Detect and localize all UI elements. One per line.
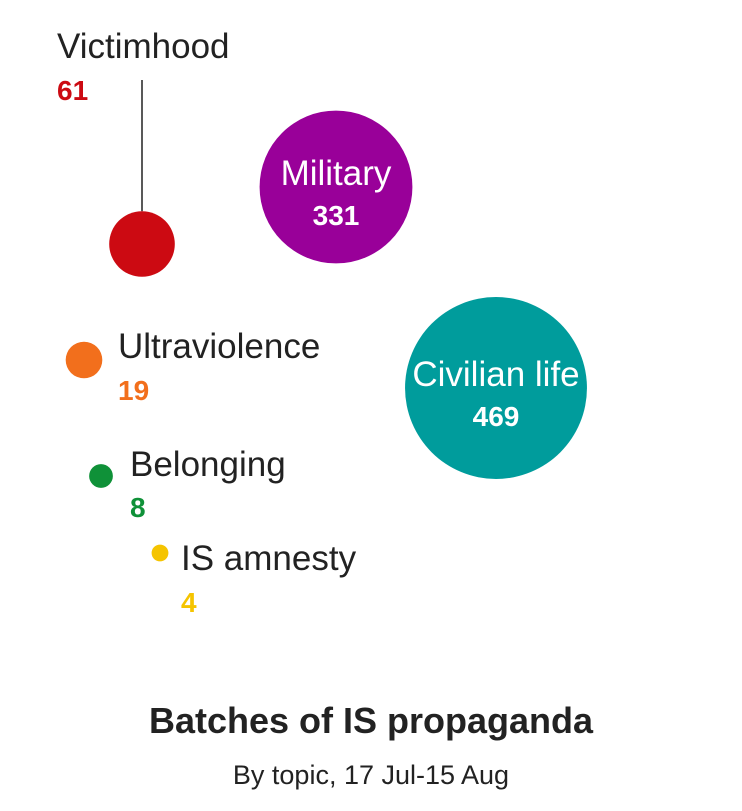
bubble-is-amnesty [151,544,169,562]
bubble-victimhood [109,211,175,277]
bubble-label-civilian-life: Civilian life [412,355,579,394]
bubble-value-ultraviolence: 19 [118,375,149,406]
bubble-label-military: Military [281,154,392,193]
bubble-civilian-life [405,297,587,479]
chart-subtitle: By topic, 17 Jul-15 Aug [232,760,510,790]
bubble-value-victimhood: 61 [57,75,88,106]
bubble-label-victimhood: Victimhood [57,27,230,66]
bubble-value-is-amnesty: 4 [181,587,197,618]
chart-title: Batches of IS propaganda [148,700,594,741]
bubble-chart: Victimhood 61 Military 331 Ultraviolence 19 Ci… [57,27,587,618]
bubble-label-belonging: Belonging [130,445,286,484]
bubble-label-ultraviolence: Ultraviolence [118,327,320,366]
bubble-value-military: 331 [313,200,360,231]
bubble-military [259,110,413,264]
bubble-label-is-amnesty: IS amnesty [181,539,357,578]
bubble-value-belonging: 8 [130,492,146,523]
bubble-value-civilian-life: 469 [473,401,520,432]
bubble-belonging [89,464,113,488]
bubble-ultraviolence [65,341,103,379]
